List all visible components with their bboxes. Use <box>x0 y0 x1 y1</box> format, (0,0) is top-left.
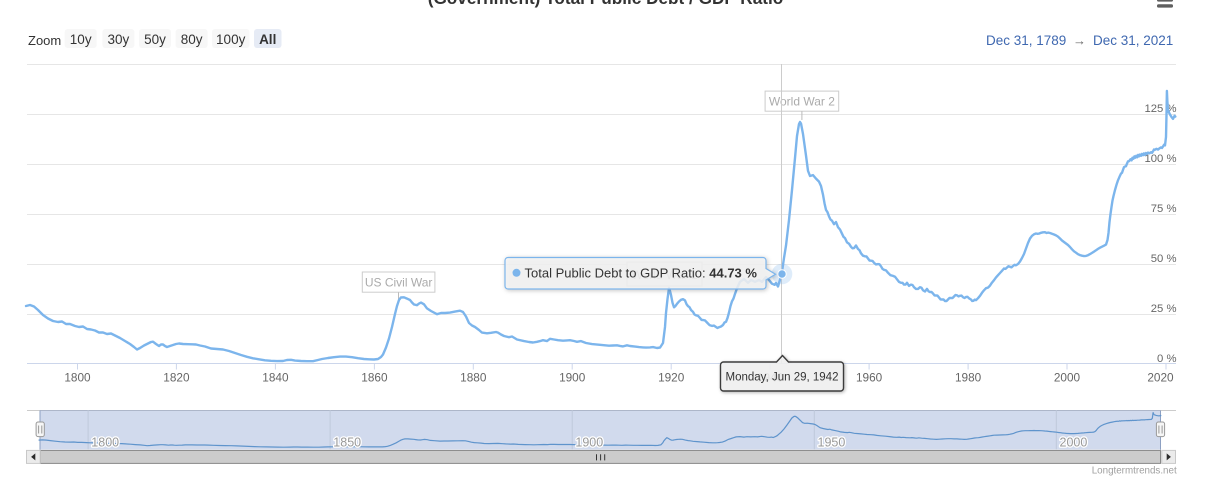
svg-text:(Government) Total Public Debt: (Government) Total Public Debt / GDP Rat… <box>428 0 784 8</box>
svg-text:50y: 50y <box>144 32 166 47</box>
svg-text:Dec 31, 1789: Dec 31, 1789 <box>986 33 1066 48</box>
svg-text:2000: 2000 <box>1054 371 1081 385</box>
svg-text:1900: 1900 <box>559 371 586 385</box>
svg-text:25 %: 25 % <box>1151 303 1177 315</box>
svg-text:Zoom: Zoom <box>28 33 61 48</box>
svg-text:2020: 2020 <box>1147 371 1174 385</box>
svg-text:US Civil War: US Civil War <box>365 275 433 289</box>
svg-text:80y: 80y <box>181 32 203 47</box>
svg-text:1920: 1920 <box>658 371 685 385</box>
svg-text:1880: 1880 <box>460 371 487 385</box>
svg-text:2000: 2000 <box>1060 436 1088 450</box>
svg-text:Dec 31, 2021: Dec 31, 2021 <box>1093 33 1173 48</box>
svg-text:All: All <box>259 32 276 47</box>
svg-text:1900: 1900 <box>575 436 603 450</box>
svg-text:1820: 1820 <box>163 371 190 385</box>
svg-text:50 %: 50 % <box>1151 253 1177 265</box>
svg-text:10y: 10y <box>70 32 92 47</box>
svg-text:0 %: 0 % <box>1157 353 1176 365</box>
svg-text:1850: 1850 <box>333 436 361 450</box>
svg-text:30y: 30y <box>108 32 130 47</box>
svg-text:Monday, Jun 29, 1942: Monday, Jun 29, 1942 <box>726 372 839 384</box>
svg-text:1800: 1800 <box>91 436 119 450</box>
svg-text:125 %: 125 % <box>1144 103 1176 115</box>
svg-text:Longtermtrends.net: Longtermtrends.net <box>1092 466 1177 477</box>
svg-text:100y: 100y <box>216 32 246 47</box>
svg-text:1960: 1960 <box>856 371 883 385</box>
svg-text:World War 2: World War 2 <box>769 94 835 108</box>
svg-text:1840: 1840 <box>262 371 289 385</box>
svg-text:100 %: 100 % <box>1144 153 1176 165</box>
svg-text:75 %: 75 % <box>1151 203 1177 215</box>
svg-text:1980: 1980 <box>955 371 982 385</box>
svg-text:→: → <box>1073 33 1086 48</box>
svg-text:1950: 1950 <box>818 436 846 450</box>
svg-text:1860: 1860 <box>361 371 388 385</box>
svg-text:Total Public Debt to GDP Ratio: Total Public Debt to GDP Ratio: 44.73 % <box>525 265 758 280</box>
svg-text:1800: 1800 <box>64 371 91 385</box>
